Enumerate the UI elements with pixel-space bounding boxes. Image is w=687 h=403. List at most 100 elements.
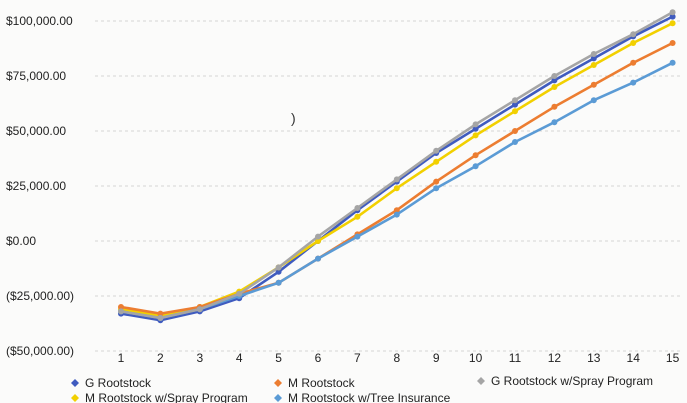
data-point [512,139,518,145]
data-point [433,147,440,154]
data-point [472,125,479,132]
data-point [275,279,282,286]
data-point [590,81,597,88]
legend-marker [274,379,282,387]
y-tick-label: $100,000.00 [6,14,73,28]
y-tick-label: $25,000.00 [6,179,66,193]
y-tick-label: $50,000.00 [6,124,66,138]
data-point [157,310,164,317]
x-tick-label: 5 [275,351,282,365]
series-line [119,15,674,322]
data-point [669,20,676,27]
data-point [393,211,400,218]
x-tick-label: 2 [157,351,164,365]
legend-item: G Rootstock w/Spray Program [477,374,653,388]
data-point [433,185,440,192]
data-point [590,97,597,104]
x-tick-label: 14 [627,351,641,365]
legend-label: M Rootstock w/Spray Program [85,391,248,403]
x-tick-label: 13 [587,351,601,365]
y-axis-ticks: $100,000.00 $75,000.00 $50,000.00 $25,000.0… [6,14,74,358]
legend-item: G Rootstock [71,376,152,390]
series-lines [118,9,676,324]
series-line [119,10,674,320]
data-point [472,121,479,128]
data-point [669,59,676,66]
data-point [551,103,558,110]
data-point [433,178,440,185]
y-tick-label: $0.00 [6,234,36,248]
x-tick-label: 11 [509,351,522,365]
data-point [275,264,282,271]
x-tick-label: 3 [196,351,203,365]
data-point [236,290,243,297]
data-point [669,9,676,16]
legend-label: G Rootstock [85,376,152,390]
y-tick-label: ($25,000.00) [6,289,74,303]
data-point [512,108,518,115]
legend-marker [477,377,485,385]
data-point [551,73,558,79]
data-point [157,315,164,321]
x-axis-ticks: 1 2 3 4 5 6 7 8 9 10 11 12 13 14 15 [118,351,680,365]
data-point [354,213,361,220]
data-point [118,304,124,310]
data-point [433,158,440,165]
x-tick-label: 10 [469,351,483,365]
data-point [275,268,282,275]
data-point [472,152,479,159]
data-point [669,40,676,46]
data-point [512,97,518,104]
data-point [590,51,597,57]
data-point [551,77,558,84]
data-point [393,185,400,192]
legend-label: M Rootstock [288,376,356,390]
data-point [354,205,361,211]
data-point [118,308,124,315]
data-point [354,233,361,240]
data-point [315,233,321,240]
data-point [630,79,637,86]
legend-item: M Rootstock w/Tree Insurance [274,391,451,403]
x-tick-label: 6 [315,351,322,365]
data-point [315,255,321,262]
data-point [393,207,400,214]
x-tick-label: 12 [548,351,562,365]
gridlines [95,20,680,352]
data-point [630,31,637,38]
legend-item: M Rootstock w/Spray Program [71,391,248,403]
x-tick-label: 8 [393,351,400,365]
legend-marker [71,394,79,402]
data-point [551,84,558,90]
data-point [472,163,479,170]
y-tick-label: $75,000.00 [6,69,66,83]
legend-label: G Rootstock w/Spray Program [491,374,653,388]
legend-marker [71,379,79,387]
data-point [551,119,558,126]
data-point [512,128,518,134]
data-point [196,306,203,313]
x-tick-label: 1 [118,351,125,365]
annotation-mark: ) [291,110,296,126]
data-point [630,40,637,46]
legend-label: M Rootstock w/Tree Insurance [288,391,451,403]
y-tick-label: ($50,000.00) [6,344,74,358]
data-point [630,59,637,66]
x-tick-label: 15 [666,351,680,365]
legend-marker [274,394,282,402]
x-tick-label: 7 [354,351,361,365]
data-point [315,238,321,244]
data-point [590,55,597,62]
x-tick-label: 9 [433,351,440,365]
data-point [393,176,400,183]
x-tick-label: 4 [236,351,243,365]
legend-item: M Rootstock [274,376,356,390]
data-point [512,101,518,108]
data-point [669,13,676,20]
data-point [472,132,479,139]
series-line [119,21,674,318]
data-point [590,62,597,68]
